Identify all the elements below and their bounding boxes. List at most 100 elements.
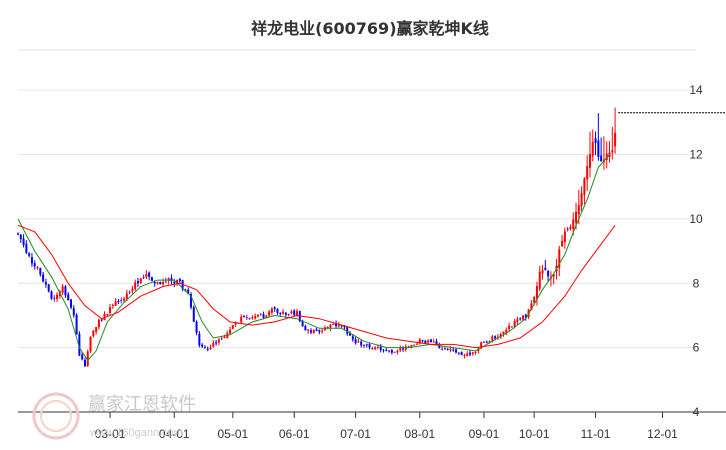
candle-body (136, 281, 139, 284)
candle-body (156, 281, 159, 284)
candle-body (198, 333, 201, 346)
candle-body (460, 352, 463, 356)
x-tick-label-09-01: 09-01 (469, 427, 500, 441)
candle-body (435, 341, 438, 345)
candle-body (89, 336, 92, 352)
candle-body (519, 318, 522, 320)
candle-body (195, 321, 198, 333)
candle-body (279, 313, 282, 315)
candle-body (524, 314, 527, 318)
candle-body (371, 348, 374, 350)
ma-short-line (17, 154, 610, 362)
candle-body (100, 319, 103, 321)
candle-body (429, 339, 432, 343)
candle-body (541, 270, 544, 274)
candle-body (128, 291, 131, 293)
x-tick-label-05-01: 05-01 (217, 427, 248, 441)
candle-body (75, 314, 78, 335)
candle-body (103, 313, 106, 321)
candle-body (201, 344, 204, 347)
candle-body (176, 279, 179, 285)
candle-body (597, 140, 600, 157)
candle-body (296, 311, 299, 316)
candle-body (558, 249, 561, 269)
candle-body (309, 330, 312, 333)
x-tick-label-04-01: 04-01 (159, 427, 190, 441)
candle-body (374, 347, 377, 349)
candle-body (357, 341, 360, 343)
candle-body (413, 344, 416, 346)
candle-body (142, 276, 145, 278)
candle-body (388, 350, 391, 352)
candle-body (50, 291, 53, 299)
candle-body (265, 315, 268, 318)
candle-body (415, 343, 418, 345)
candle-body (312, 329, 315, 333)
chart-title: 祥龙电业(600769)赢家乾坤K线 (251, 19, 489, 38)
candle-body (234, 322, 237, 325)
candle-body (505, 329, 508, 333)
candle-body (572, 219, 575, 229)
candle-body (251, 317, 254, 319)
candle-body (106, 313, 109, 315)
candle-body (192, 307, 195, 322)
candle-body (123, 298, 126, 301)
candle-body (491, 336, 494, 341)
candle-body (600, 155, 603, 162)
candle-body (340, 324, 343, 327)
candle-body (215, 342, 218, 344)
candle-body (125, 293, 128, 300)
candle-body (499, 334, 502, 338)
candle-body (70, 299, 73, 308)
candle-body (22, 238, 25, 246)
candle-body (44, 282, 47, 285)
candle-body (282, 311, 285, 314)
grid-lines (18, 49, 696, 413)
candle-body (120, 300, 123, 302)
candle-body (187, 289, 190, 294)
candle-body (365, 344, 368, 346)
candle-body (92, 330, 95, 337)
candle-body (203, 347, 206, 349)
moving-average-lines (17, 112, 726, 362)
candle-body (83, 359, 86, 367)
candle-body (379, 346, 382, 351)
candle-body (229, 329, 232, 334)
candle-body (508, 325, 511, 330)
candle-body (569, 227, 572, 229)
candle-body (114, 301, 117, 306)
candle-body (577, 205, 580, 215)
candle-body (510, 326, 513, 328)
candle-body (17, 233, 19, 235)
candle-body (145, 273, 148, 278)
candle-body (591, 141, 594, 157)
candle-body (583, 178, 586, 195)
candle-body (346, 326, 349, 334)
candle-body (477, 348, 480, 352)
candle-body (243, 315, 245, 317)
candle-body (563, 231, 566, 243)
candle-body (360, 341, 363, 346)
candle-body (245, 317, 248, 319)
candle-body (351, 336, 354, 340)
candle-body (270, 308, 273, 313)
candle-body (407, 346, 410, 348)
candle-body (390, 349, 393, 353)
candle-body (457, 352, 460, 354)
candle-body (111, 305, 114, 307)
candle-body (231, 325, 234, 329)
candle-body (362, 345, 365, 347)
candle-body (61, 286, 64, 293)
candle-body (329, 324, 332, 328)
candle-body (36, 266, 39, 268)
candle-body (410, 344, 413, 347)
candle-body (117, 301, 120, 303)
candle-body (474, 352, 477, 354)
candle-body (293, 310, 296, 316)
candle-body (134, 282, 137, 290)
candle-body (513, 320, 516, 327)
candle-body (97, 319, 100, 328)
watermark-seal-icon (32, 392, 80, 440)
candle-body (427, 340, 430, 343)
